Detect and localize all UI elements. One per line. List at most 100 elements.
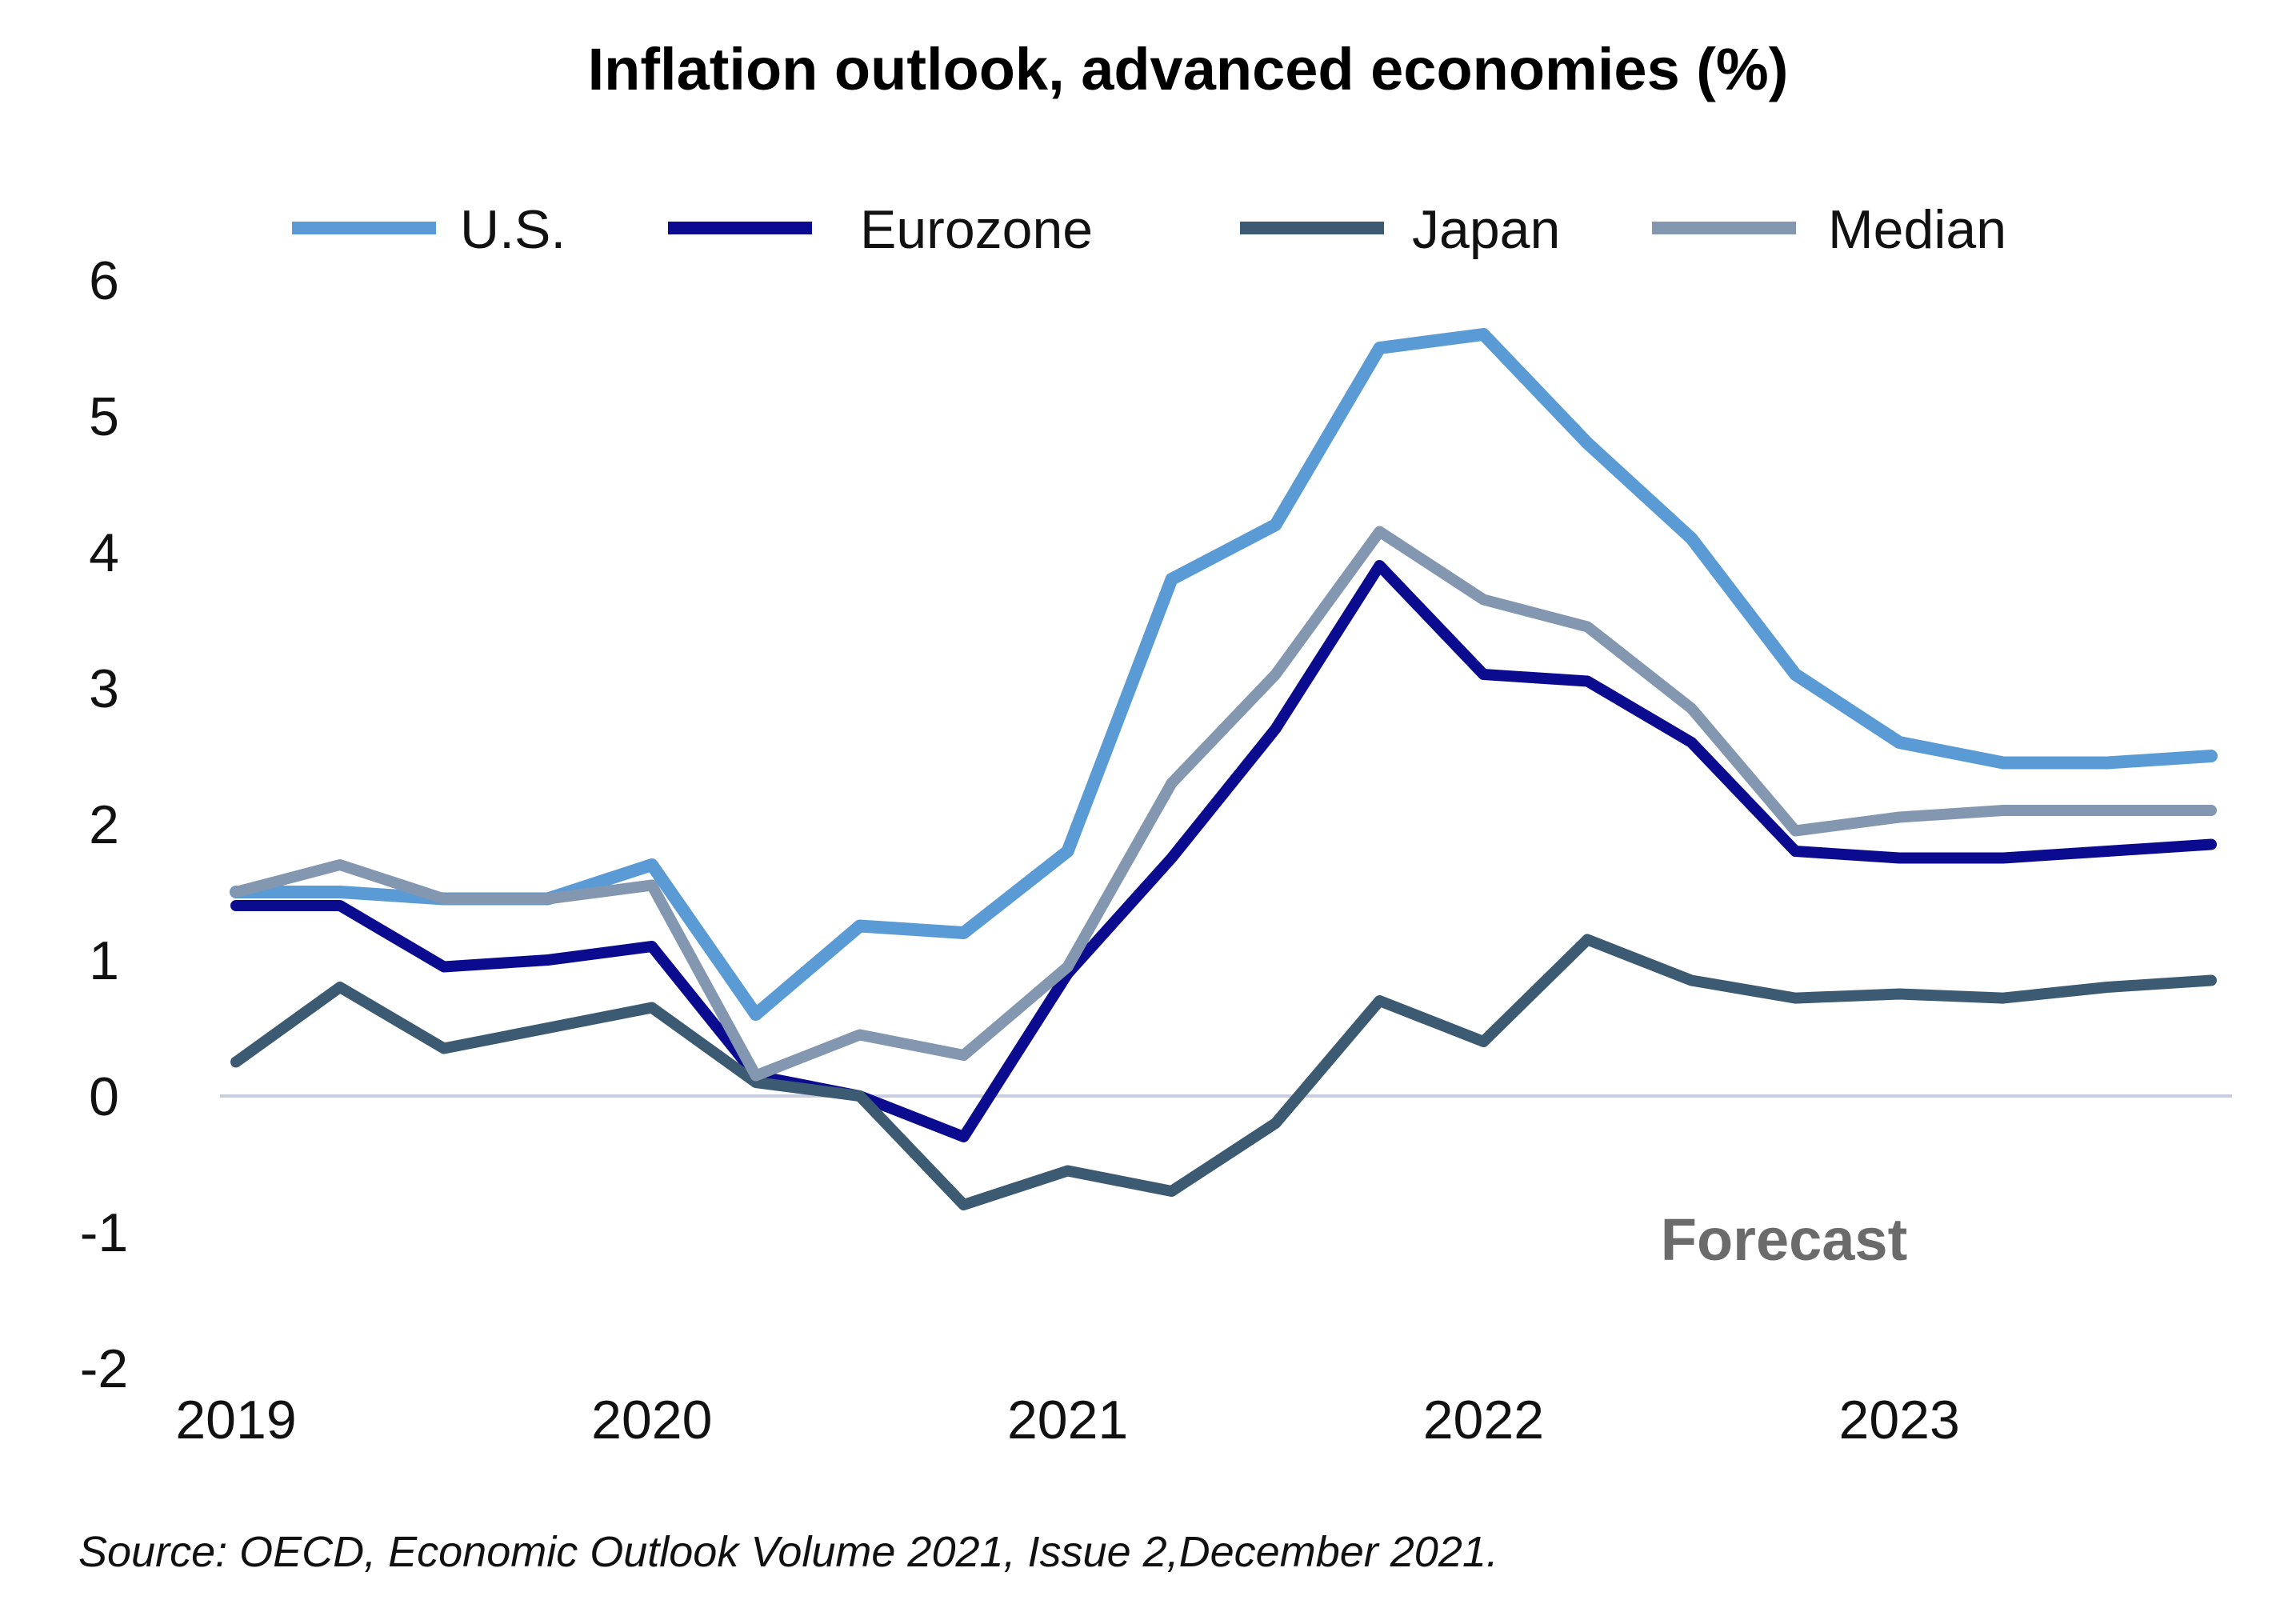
data-point (442, 1046, 446, 1051)
data-point (858, 1033, 862, 1038)
data-point (1897, 815, 1902, 820)
data-point (650, 1006, 654, 1010)
legend-item: Eurozone (668, 199, 1093, 260)
series-eurozone (230, 560, 2218, 1142)
series-japan (230, 934, 2218, 1210)
y-tick-label: -1 (80, 1202, 128, 1263)
chart-title: Inflation outlook, advanced economies (%… (588, 36, 1789, 102)
data-point (962, 1134, 966, 1139)
data-point (338, 903, 342, 908)
data-point (1273, 726, 1278, 731)
source-note: Source: OECD, Economic Outlook Volume 20… (78, 1528, 1498, 1576)
data-point (962, 930, 966, 935)
data-point (546, 958, 550, 962)
data-point (1481, 332, 1486, 337)
data-point (962, 1053, 966, 1058)
data-point (338, 985, 342, 990)
x-tick-label: 2019 (175, 1390, 296, 1450)
legend-item: Japan (1240, 199, 1560, 260)
series-line (230, 328, 2218, 1021)
data-point (754, 1074, 758, 1078)
legend-item: U.S. (292, 199, 566, 260)
x-tick-label: 2020 (591, 1390, 712, 1450)
data-point (1170, 781, 1174, 786)
data-point (1481, 598, 1486, 602)
data-point (338, 862, 342, 867)
data-point (442, 965, 446, 970)
data-point (1793, 829, 1798, 834)
data-point (1170, 856, 1174, 861)
data-point (650, 862, 654, 867)
data-point (962, 1202, 966, 1207)
data-point (1066, 849, 1070, 854)
data-point (1585, 679, 1590, 684)
data-point (338, 890, 342, 894)
data-point (1066, 1169, 1070, 1174)
data-point (1377, 998, 1382, 1003)
data-point (1897, 740, 1902, 745)
data-point (2209, 754, 2214, 758)
data-point (1170, 577, 1174, 582)
data-point (546, 897, 550, 902)
data-point (2209, 842, 2214, 847)
data-point (2105, 849, 2110, 854)
data-point (1689, 706, 1694, 711)
data-point (1481, 672, 1486, 677)
data-point (2209, 808, 2214, 813)
y-tick-label: 2 (89, 794, 119, 855)
data-point (2001, 761, 2006, 766)
data-point (1273, 522, 1278, 527)
series-median (230, 526, 2218, 1082)
series-lines (230, 328, 2218, 1210)
series-line (230, 526, 2218, 1082)
x-axis-tick-labels: 2019 2020 2021 2022 2023 (175, 1390, 1959, 1450)
data-point (1170, 1189, 1174, 1194)
legend-label: Japan (1412, 199, 1560, 260)
legend: U.S. Eurozone Japan Median (292, 199, 2006, 260)
legend-label: Median (1828, 199, 2006, 260)
data-point (2001, 808, 2006, 813)
y-axis-tick-labels: 6 5 4 3 2 1 0 -1 -2 (80, 250, 128, 1399)
data-point (1585, 441, 1590, 446)
legend-label: Eurozone (860, 199, 1093, 260)
data-point (1585, 625, 1590, 630)
data-point (1689, 740, 1694, 745)
data-point (1793, 849, 1798, 854)
data-point (858, 1094, 862, 1098)
legend-label: U.S. (460, 199, 566, 260)
series-u-s (230, 328, 2218, 1021)
data-point (650, 944, 654, 949)
y-tick-label: 5 (89, 386, 119, 447)
data-point (1377, 563, 1382, 568)
x-tick-label: 2023 (1839, 1390, 1960, 1450)
data-point (1377, 530, 1382, 534)
y-tick-label: 3 (89, 658, 119, 719)
data-point (2105, 761, 2110, 766)
data-point (1273, 1121, 1278, 1126)
data-point (442, 897, 446, 902)
data-point (1377, 346, 1382, 350)
data-point (2105, 808, 2110, 813)
data-point (234, 903, 238, 908)
data-point (234, 1060, 238, 1065)
data-point (546, 1026, 550, 1030)
data-point (754, 1012, 758, 1017)
forecast-annotation: Forecast (1661, 1206, 1907, 1273)
data-point (2001, 856, 2006, 861)
x-tick-label: 2022 (1423, 1390, 1544, 1450)
data-point (234, 890, 238, 894)
y-tick-label: 1 (89, 930, 119, 991)
data-point (1897, 856, 1902, 861)
data-point (1273, 672, 1278, 677)
data-point (1066, 965, 1070, 970)
data-point (1689, 978, 1694, 983)
data-point (2105, 985, 2110, 990)
y-tick-label: -2 (80, 1338, 128, 1399)
data-point (1689, 536, 1694, 541)
data-point (1793, 672, 1798, 677)
data-point (2209, 978, 2214, 983)
data-point (1585, 938, 1590, 942)
x-tick-label: 2021 (1007, 1390, 1128, 1450)
